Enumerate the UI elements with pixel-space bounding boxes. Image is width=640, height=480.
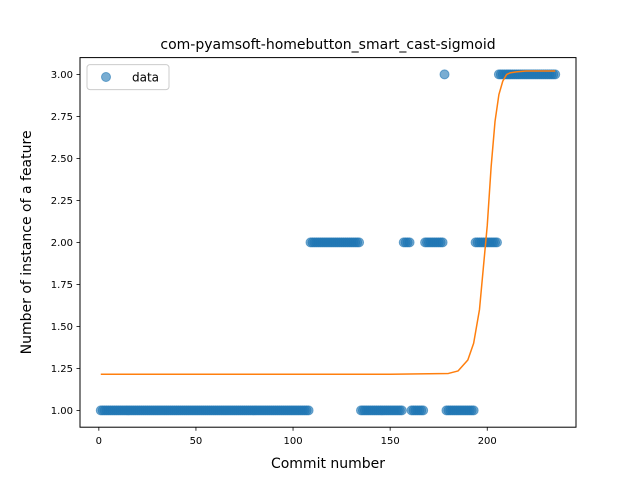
y-tick-label: 2.00 <box>51 238 73 249</box>
plot-layer <box>95 69 561 416</box>
x-tick-label: 0 <box>96 436 102 447</box>
data-point <box>303 405 314 416</box>
fit-line <box>100 70 556 376</box>
y-axis: 1.00 1.25 1.50 1.75 2.00 2.25 2.50 2.75 3.00 <box>51 70 80 417</box>
y-tick-label: 2.75 <box>51 112 73 123</box>
y-tick-label: 3.00 <box>51 70 73 81</box>
legend-label: data <box>132 71 159 85</box>
data-point <box>439 69 450 80</box>
legend-box <box>86 64 170 91</box>
x-tick-label: 50 <box>190 436 203 447</box>
y-tick-label: 2.50 <box>51 154 73 165</box>
x-tick-label: 100 <box>283 436 302 447</box>
x-tick-label: 150 <box>381 436 400 447</box>
y-tick-label: 1.75 <box>51 280 73 291</box>
data-point <box>354 237 365 248</box>
data-point <box>491 237 502 248</box>
data-point <box>404 237 415 248</box>
legend: data <box>86 64 170 91</box>
legend-marker <box>101 72 111 82</box>
y-axis-label: Number of instance of a feature <box>19 130 35 354</box>
y-tick-label: 1.25 <box>51 364 73 375</box>
data-point <box>550 69 561 80</box>
data-point <box>468 405 479 416</box>
x-axis-label: Commit number <box>271 456 385 472</box>
y-tick-label: 1.50 <box>51 322 73 333</box>
fit-layer <box>100 70 556 376</box>
data-point <box>418 405 429 416</box>
y-tick-label: 1.00 <box>51 406 73 417</box>
y-tick-label: 2.25 <box>51 196 73 207</box>
chart-title: com-pyamsoft-homebutton_smart_cast-sigmo… <box>160 37 495 53</box>
data-point <box>437 237 448 248</box>
x-axis: 0 50 100 150 200 <box>96 427 497 447</box>
data-point <box>396 405 407 416</box>
x-tick-label: 200 <box>478 436 497 447</box>
